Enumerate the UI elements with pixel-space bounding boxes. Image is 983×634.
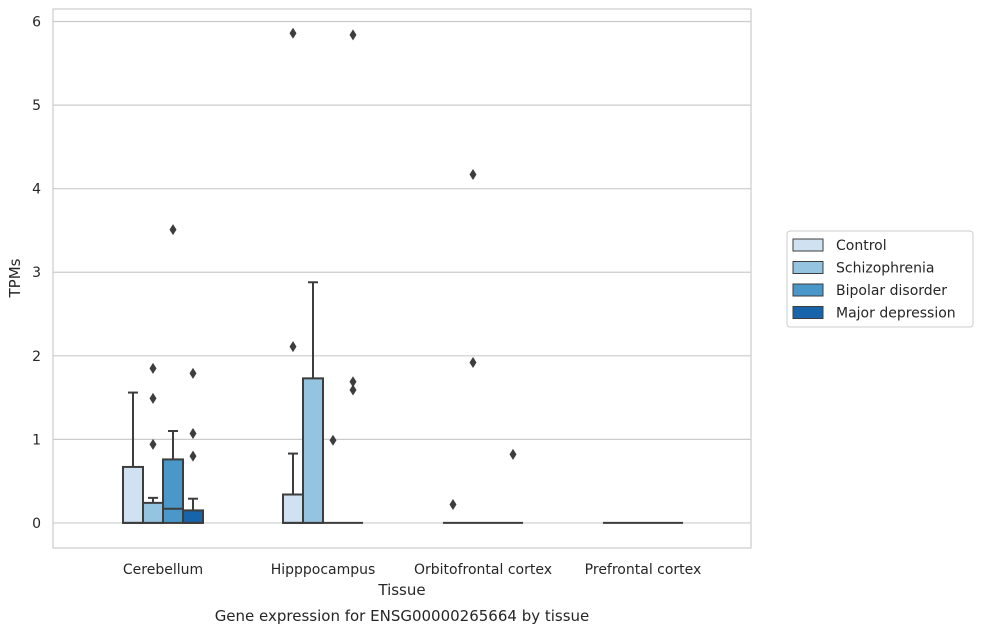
outlier-point bbox=[189, 450, 197, 462]
box-control bbox=[443, 499, 463, 524]
outlier-point bbox=[149, 438, 157, 450]
outlier-point bbox=[189, 367, 197, 379]
outlier-point bbox=[349, 384, 357, 396]
box-bipolar-disorder bbox=[323, 434, 343, 524]
outlier-point bbox=[289, 341, 297, 353]
x-tick-label: Cerebellum bbox=[123, 562, 203, 578]
chart-caption: Gene expression for ENSG00000265664 by t… bbox=[215, 607, 590, 625]
y-tick-label: 2 bbox=[32, 349, 41, 365]
legend-swatch bbox=[792, 283, 824, 297]
legend-label: Bipolar disorder bbox=[836, 283, 947, 299]
y-tick-label: 5 bbox=[32, 98, 41, 114]
outlier-point bbox=[469, 168, 477, 180]
box-schizophrenia bbox=[463, 168, 483, 524]
legend-frame bbox=[786, 230, 974, 328]
outlier-point bbox=[329, 434, 337, 446]
plot-area bbox=[52, 8, 752, 549]
legend-label: Schizophrenia bbox=[836, 261, 934, 277]
box-major-depression bbox=[343, 29, 363, 524]
legend-swatch bbox=[792, 261, 824, 274]
boxes bbox=[122, 27, 683, 524]
box-iqr bbox=[142, 501, 164, 524]
outlier-point bbox=[289, 27, 297, 39]
outlier-point bbox=[149, 392, 157, 404]
y-tick-label: 1 bbox=[32, 432, 41, 448]
y-tick-label: 0 bbox=[32, 516, 41, 532]
grid-lines bbox=[53, 20, 751, 524]
outlier-point bbox=[449, 499, 457, 511]
legend[interactable]: Control Schizophrenia Bipolar disorder Majo… bbox=[786, 230, 974, 328]
x-tick-label: Hipppocampus bbox=[271, 562, 376, 578]
box-bipolar-disorder bbox=[162, 224, 184, 524]
outlier-point bbox=[189, 428, 197, 440]
box-iqr bbox=[302, 377, 324, 524]
legend-swatch bbox=[792, 306, 824, 319]
outlier-point bbox=[349, 376, 357, 388]
box-control bbox=[122, 391, 144, 524]
y-tick-label: 4 bbox=[32, 182, 41, 198]
outlier-point bbox=[469, 356, 477, 368]
box-major-depression bbox=[182, 367, 204, 524]
outlier-point bbox=[149, 362, 157, 374]
outlier-point bbox=[509, 448, 517, 460]
outlier-point bbox=[349, 29, 357, 41]
x-axis-label: Tissue bbox=[377, 581, 425, 599]
box-major-depression bbox=[503, 448, 523, 524]
box-schizophrenia bbox=[302, 281, 324, 524]
box-iqr bbox=[162, 458, 184, 524]
x-tick-label: Orbitofrontal cortex bbox=[414, 562, 552, 578]
outlier-point bbox=[169, 224, 177, 236]
box-iqr bbox=[282, 493, 304, 524]
y-axis-ticks: 0 1 2 3 4 5 6 bbox=[32, 15, 41, 532]
y-tick-label: 6 bbox=[32, 15, 41, 31]
box-control bbox=[282, 27, 304, 524]
x-axis-ticks: Cerebellum Hipppocampus Orbitofrontal cort… bbox=[123, 562, 701, 578]
x-tick-label: Prefrontal cortex bbox=[585, 562, 702, 578]
box-iqr bbox=[122, 465, 144, 524]
box-schizophrenia bbox=[142, 362, 164, 524]
legend-label: Major depression bbox=[836, 306, 956, 322]
legend-label: Control bbox=[836, 238, 887, 254]
y-tick-label: 3 bbox=[32, 265, 41, 281]
legend-swatch bbox=[792, 238, 824, 252]
y-axis-label: TPMs bbox=[6, 258, 24, 298]
box-iqr bbox=[182, 509, 204, 524]
